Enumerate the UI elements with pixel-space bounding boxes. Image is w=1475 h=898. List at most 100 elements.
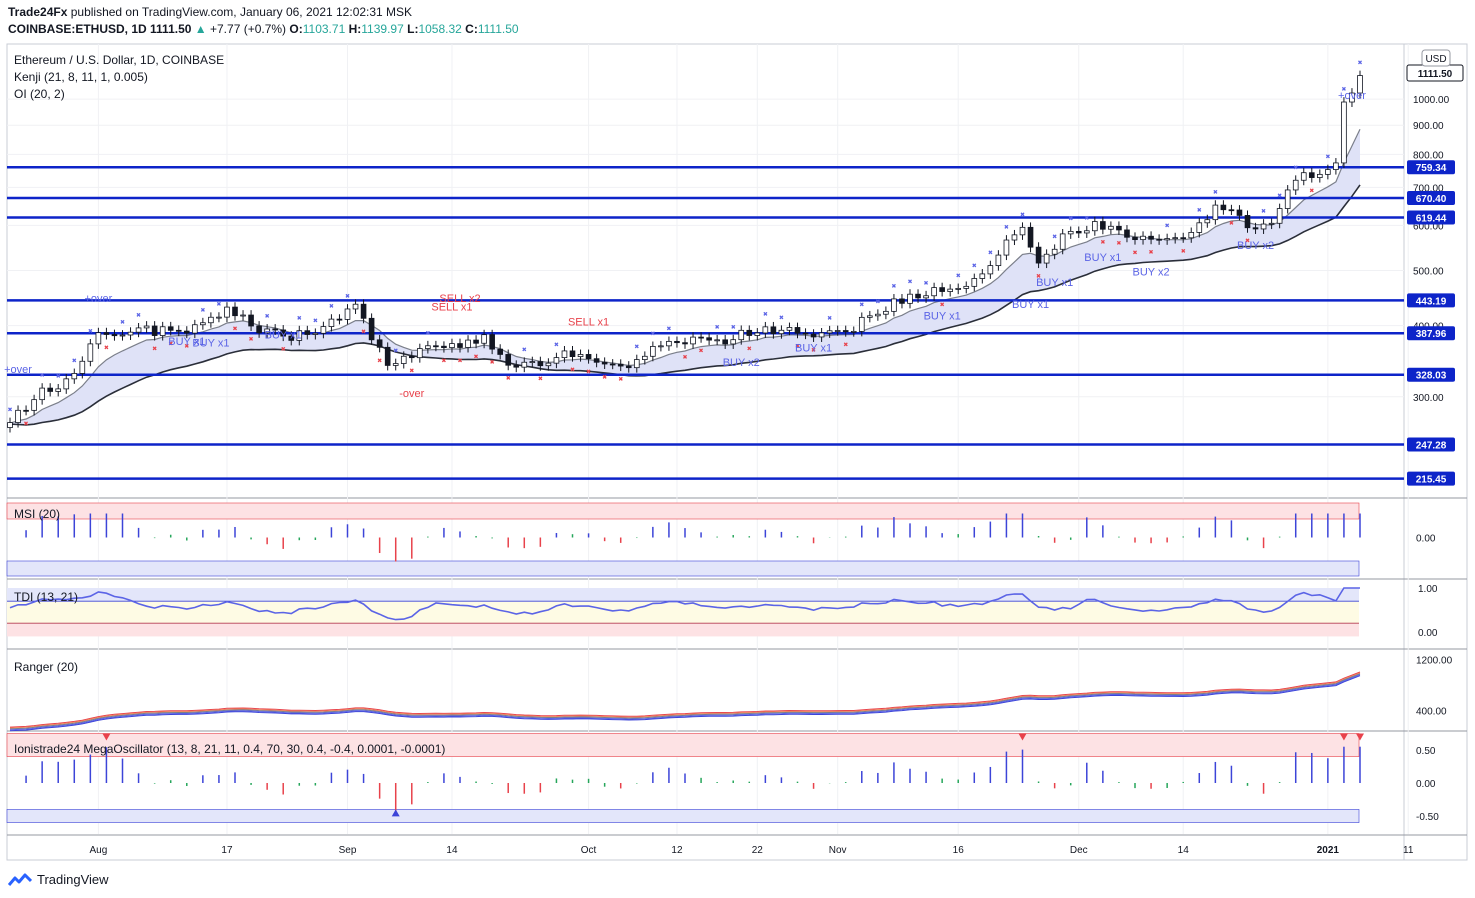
candle-body xyxy=(240,314,246,317)
bear-marker-icon: ✖ xyxy=(232,326,237,333)
kenji-legend[interactable]: Kenji (21, 8, 11, 1, 0.005) xyxy=(14,70,148,84)
bull-marker-icon: ✖ xyxy=(297,315,302,322)
time-tick-label: 22 xyxy=(752,845,764,856)
level-price-label: 443.19 xyxy=(1416,296,1447,307)
bear-marker-icon: ✖ xyxy=(506,375,511,382)
candle-body xyxy=(738,329,745,341)
candle-body xyxy=(1116,225,1122,231)
signal-label: BUY x1 xyxy=(924,311,961,323)
brand-label: TradingView xyxy=(37,872,109,887)
candle-body xyxy=(577,354,584,358)
price-tick-label: 500.00 xyxy=(1413,267,1444,278)
kenji-band xyxy=(10,129,1360,425)
time-tick-label: 12 xyxy=(671,845,683,856)
bear-marker-icon: ✖ xyxy=(1181,248,1186,255)
bull-marker-icon: ✖ xyxy=(634,344,639,351)
candle-body xyxy=(1212,204,1219,221)
tradingview-logo-icon xyxy=(8,873,32,886)
bull-marker-icon: ✖ xyxy=(393,348,398,355)
time-tick-label: 2021 xyxy=(1317,845,1340,856)
msi-legend[interactable]: MSI (20) xyxy=(14,507,61,521)
candle-body xyxy=(858,316,865,332)
bear-marker-icon: ✖ xyxy=(602,374,607,381)
high-value: 1139.97 xyxy=(361,22,404,36)
candle-body xyxy=(658,345,664,348)
bear-marker-icon: ✖ xyxy=(811,347,816,354)
tradingview-brand[interactable]: TradingView xyxy=(8,872,109,887)
bull-marker-icon: ✖ xyxy=(313,317,318,324)
signal-label: BUY x2 xyxy=(723,357,760,369)
ranger-line xyxy=(9,674,1361,731)
candle-body xyxy=(55,388,62,392)
tdi-line xyxy=(9,587,1360,621)
bull-marker-icon: ✖ xyxy=(907,278,912,285)
bear-marker-icon: ✖ xyxy=(490,359,495,366)
candle-body xyxy=(625,365,632,369)
candle-body xyxy=(1220,204,1227,211)
bull-marker-icon: ✖ xyxy=(924,280,929,287)
candle-body xyxy=(971,278,978,287)
candle-body xyxy=(818,332,825,338)
ranger-legend[interactable]: Ranger (20) xyxy=(14,660,79,674)
candle-body xyxy=(39,387,45,401)
candle-body xyxy=(842,330,849,333)
sell-triangle-icon xyxy=(1339,733,1348,741)
bear-marker-icon: ✖ xyxy=(409,368,414,375)
tdi-tick-label: 1.00 xyxy=(1418,584,1438,595)
candle-body xyxy=(521,361,528,368)
candle-body xyxy=(561,350,568,359)
bear-marker-icon: ✖ xyxy=(1036,273,1041,280)
candle-body xyxy=(545,362,552,367)
mega-oscillator-legend[interactable]: Ionistrade24 MegaOscillator (13, 8, 21, … xyxy=(14,742,446,756)
candle-body xyxy=(1035,246,1042,264)
level-price-label: 328.03 xyxy=(1416,371,1447,382)
bull-marker-icon: ✖ xyxy=(779,314,784,321)
candle-body xyxy=(505,354,512,366)
bull-marker-icon: ✖ xyxy=(875,298,880,305)
level-price-label: 215.45 xyxy=(1416,475,1447,486)
sell-triangle-icon xyxy=(1356,733,1364,741)
bear-marker-icon: ✖ xyxy=(1132,250,1137,257)
signal-label: +over xyxy=(4,364,32,376)
time-tick-label: Dec xyxy=(1070,845,1088,856)
candle-body xyxy=(706,337,712,341)
ranger-line xyxy=(9,671,1361,728)
oi-legend[interactable]: OI (20, 2) xyxy=(14,87,65,101)
bull-marker-icon: ✖ xyxy=(7,407,12,414)
candle-body xyxy=(312,332,319,335)
bull-marker-icon: ✖ xyxy=(120,319,125,326)
candle-body xyxy=(674,340,680,344)
candle-body xyxy=(826,330,833,334)
candle-body xyxy=(1172,237,1178,240)
bull-marker-icon: ✖ xyxy=(715,324,720,331)
candle-body xyxy=(1180,237,1187,240)
candle-body xyxy=(87,343,94,362)
candle-body xyxy=(465,339,471,348)
candle-body xyxy=(1236,209,1243,216)
level-price-box xyxy=(1407,210,1455,225)
candle-body xyxy=(650,346,656,357)
candle-body xyxy=(1308,172,1315,178)
level-price-box xyxy=(1407,293,1455,308)
candle-body xyxy=(449,343,455,349)
candle-body xyxy=(762,326,769,334)
mega-tick-label: 0.50 xyxy=(1416,746,1436,757)
bear-marker-icon: ✖ xyxy=(474,353,479,360)
candle-body xyxy=(167,326,174,331)
high-label: H: xyxy=(348,22,362,36)
time-tick-label: Sep xyxy=(339,845,357,856)
signal-label: BUY x1 xyxy=(192,337,229,349)
signal-label: -over xyxy=(399,388,424,400)
candle-body xyxy=(272,328,278,331)
tdi-legend[interactable]: TDI (13, 21) xyxy=(14,590,79,604)
candle-body xyxy=(1276,208,1283,224)
candle-body xyxy=(939,287,945,292)
candle-body xyxy=(513,364,520,368)
bear-marker-icon: ✖ xyxy=(682,354,687,361)
candle-body xyxy=(111,334,118,337)
bull-marker-icon: ✖ xyxy=(136,312,141,319)
candle-body xyxy=(71,373,78,380)
bull-marker-icon: ✖ xyxy=(1293,164,1298,171)
bull-marker-icon: ✖ xyxy=(216,301,221,308)
